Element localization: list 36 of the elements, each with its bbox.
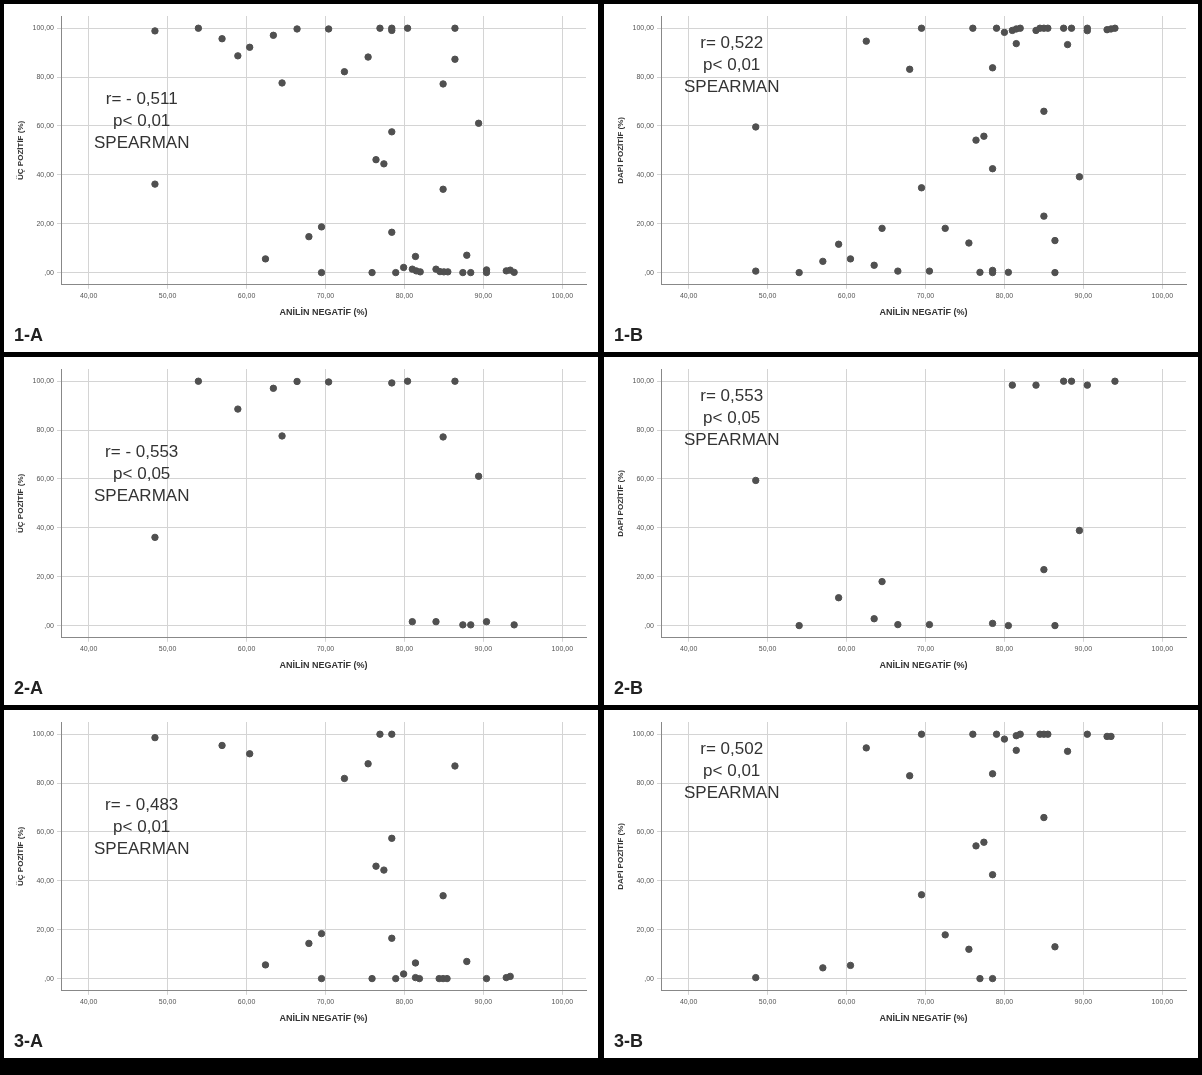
x-axis-title: ANİLİN NEGATİF (%) <box>279 1013 368 1024</box>
annotation: r= 0,522 <box>699 32 765 54</box>
y-axis-title: DAPİ POZİTİF (%) <box>616 822 625 890</box>
annotation: r= - 0,553 <box>104 441 180 463</box>
text: 3-B <box>614 1031 644 1052</box>
annotation: SPEARMAN <box>94 132 190 154</box>
annotation: SPEARMAN <box>94 485 190 507</box>
annotation: r= - 0,511 <box>104 88 179 110</box>
annotation: p< 0,01 <box>702 54 762 76</box>
text: 2-A <box>14 678 44 699</box>
annotation: r= 0,553 <box>699 385 765 407</box>
annotation: r= 0,502 <box>699 738 765 760</box>
text: 2-B <box>614 678 644 699</box>
annotation: SPEARMAN <box>684 782 780 804</box>
y-axis-title: ÜÇ POZİTİF (%) <box>16 473 25 533</box>
x-axis-title: ANİLİN NEGATİF (%) <box>879 1013 968 1024</box>
x-axis-title: ANİLİN NEGATİF (%) <box>879 307 968 318</box>
annotation: SPEARMAN <box>684 76 780 98</box>
y-axis-title: DAPİ POZİTİF (%) <box>616 469 625 537</box>
annotation: p< 0,01 <box>112 816 172 838</box>
text: 1-B <box>614 325 644 346</box>
annotation: p< 0,01 <box>702 760 762 782</box>
y-axis-title: ÜÇ POZİTİF (%) <box>16 826 25 886</box>
annotation: p< 0,05 <box>112 463 172 485</box>
y-axis-title: DAPİ POZİTİF (%) <box>616 116 625 184</box>
y-axis-title: ÜÇ POZİTİF (%) <box>16 120 25 180</box>
annotation: p< 0,05 <box>702 407 762 429</box>
x-axis-title: ANİLİN NEGATİF (%) <box>879 660 968 671</box>
annotation: p< 0,01 <box>112 110 172 132</box>
x-axis-title: ANİLİN NEGATİF (%) <box>279 307 368 318</box>
annotation: SPEARMAN <box>684 429 780 451</box>
text: 3-A <box>14 1031 44 1052</box>
annotation: r= - 0,483 <box>104 794 180 816</box>
x-axis-title: ANİLİN NEGATİF (%) <box>279 660 368 671</box>
text: 1-A <box>14 325 44 346</box>
annotation: SPEARMAN <box>94 838 190 860</box>
